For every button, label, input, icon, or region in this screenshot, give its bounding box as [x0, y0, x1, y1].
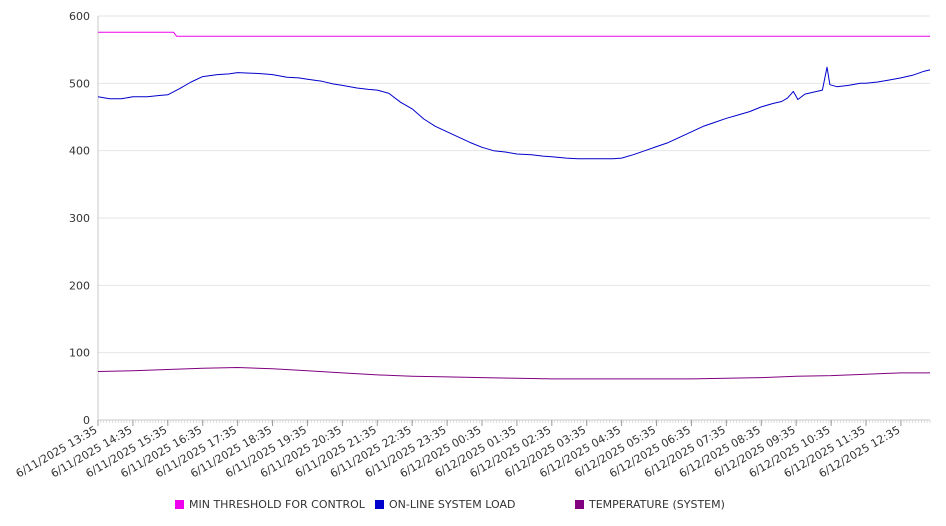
- legend-item-online-system-load[interactable]: ON-LINE SYSTEM LOAD: [375, 498, 515, 511]
- y-tick-label: 100: [69, 347, 90, 360]
- y-axis-tick-labels: 0 100 200 300 400 500 600: [69, 10, 90, 427]
- legend: MIN THRESHOLD FOR CONTROL ON-LINE SYSTEM…: [0, 498, 946, 514]
- legend-item-min-threshold[interactable]: MIN THRESHOLD FOR CONTROL: [175, 498, 365, 511]
- y-tick-label: 600: [69, 10, 90, 23]
- y-tick-label: 300: [69, 212, 90, 225]
- legend-label-temperature: TEMPERATURE (SYSTEM): [589, 498, 725, 511]
- legend-swatch-temperature: [575, 500, 584, 509]
- legend-swatch-min-threshold: [175, 500, 184, 509]
- y-tick-label: 400: [69, 145, 90, 158]
- temperature-line: [97, 367, 930, 380]
- legend-swatch-online-system-load: [375, 500, 384, 509]
- y-tick-label: 0: [83, 414, 90, 427]
- legend-item-temperature[interactable]: TEMPERATURE (SYSTEM): [575, 498, 725, 511]
- online-system-load-line: [97, 66, 931, 160]
- axes: [97, 16, 931, 426]
- y-tick-label: 200: [69, 279, 90, 292]
- y-tick-label: 500: [69, 77, 90, 90]
- legend-label-min-threshold: MIN THRESHOLD FOR CONTROL: [189, 498, 365, 511]
- min-threshold-line: [98, 31, 930, 37]
- grid-lines: [98, 15, 930, 354]
- series-lines: [97, 31, 931, 380]
- x-axis-tick-labels: 6/11/2025 13:356/11/2025 14:356/11/2025 …: [14, 423, 903, 480]
- legend-label-online-system-load: ON-LINE SYSTEM LOAD: [389, 498, 516, 511]
